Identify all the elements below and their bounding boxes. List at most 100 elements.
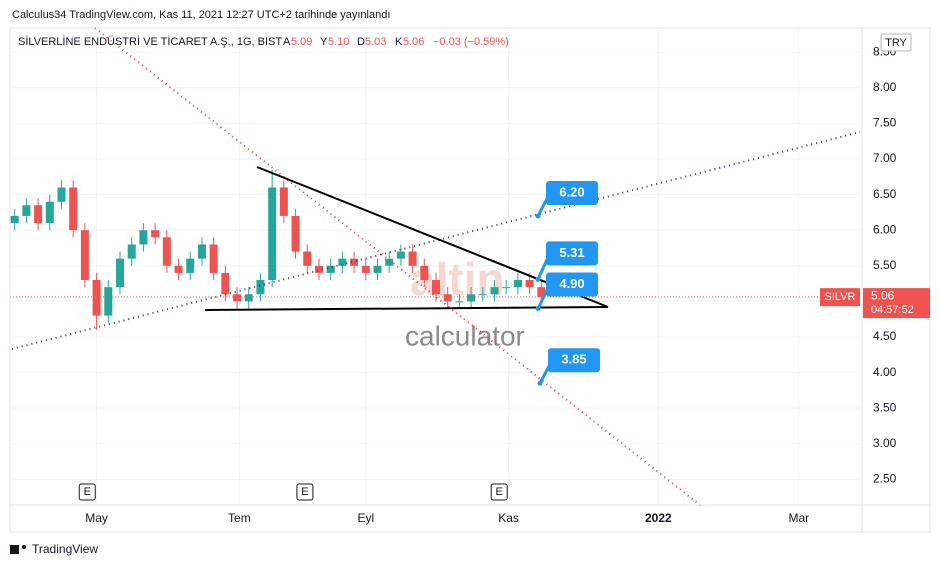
candle-body	[420, 265, 429, 281]
candle-body	[385, 258, 394, 266]
callout-box	[548, 348, 600, 373]
y-tick-label: 6.00	[873, 222, 897, 236]
logo-mark	[10, 545, 19, 554]
candle-body	[22, 205, 31, 216]
y-tick-label: 5.50	[873, 258, 897, 272]
candle-body	[373, 265, 382, 273]
watermark-text: calculator	[405, 320, 525, 351]
callout-label: 6.20	[559, 184, 584, 199]
ohlc-key: K	[395, 36, 403, 48]
candle-body	[279, 187, 288, 216]
x-tick-label: Eyl	[357, 511, 374, 525]
candle-body	[197, 244, 206, 259]
y-tick-label: 7.50	[873, 116, 897, 130]
candle-body	[127, 244, 136, 259]
x-tick-label: 2022	[645, 511, 672, 525]
ohlc-value: 5.03	[365, 36, 386, 48]
candle-body	[256, 280, 265, 295]
footer-logo: TradingView	[10, 542, 98, 556]
ohlc-value: 5.10	[328, 36, 349, 48]
candle-body	[116, 258, 125, 288]
callout-label: 3.85	[561, 352, 586, 367]
event-marker	[490, 483, 508, 501]
ohlc-value: 5.06	[403, 36, 424, 48]
event-label: E	[301, 486, 308, 498]
ohlc-key: Y	[320, 36, 328, 48]
currency: TRY	[885, 37, 907, 49]
y-tick-label: 4.50	[873, 329, 897, 343]
callout-anchor	[535, 213, 541, 219]
callout-box	[546, 180, 598, 205]
event-marker	[78, 483, 96, 501]
triangle-base	[204, 306, 609, 311]
candle-body	[34, 205, 43, 224]
x-tick-label: May	[85, 511, 108, 525]
candle-body	[408, 251, 417, 266]
candle-body	[326, 265, 335, 273]
callout-anchor	[537, 380, 543, 386]
event-marker	[296, 483, 314, 501]
callout-anchor	[535, 276, 541, 282]
published: Calculus34 TradingView.com, Kas 11, 2021…	[12, 9, 390, 21]
candle-body	[80, 230, 89, 281]
event-label: E	[496, 486, 503, 498]
candle-body	[221, 272, 230, 295]
ohlc-key: D	[357, 36, 365, 48]
candle-body	[467, 294, 476, 302]
callout-box	[546, 272, 598, 297]
ohlc-change: −0.03 (−0.59%)	[433, 36, 509, 48]
candle-body	[432, 280, 440, 295]
x-tick-label: Mar	[788, 511, 809, 525]
candle-body	[490, 287, 499, 295]
candle-body	[186, 258, 195, 273]
candle-body	[361, 265, 370, 273]
candle-body	[57, 187, 66, 202]
candle-body	[525, 280, 534, 288]
candle-body	[303, 251, 312, 266]
candle-body	[151, 230, 160, 238]
candle-body	[174, 265, 183, 273]
y-tick-label: 7.00	[873, 151, 897, 165]
candle-body	[209, 244, 218, 273]
candle-body	[268, 187, 277, 281]
price-tag: 5.06	[871, 288, 895, 302]
candle-body	[92, 280, 101, 316]
candle-body	[455, 301, 464, 303]
candle-body	[478, 294, 487, 296]
callout-anchor	[535, 306, 541, 312]
x-tick-label: Kas	[498, 511, 519, 525]
trend-line-blue	[11, 131, 861, 350]
candle-body	[443, 294, 452, 302]
logo-dot	[22, 545, 26, 549]
y-tick-label: 8.00	[873, 80, 897, 94]
candle-body	[104, 287, 113, 316]
candle-body	[396, 251, 405, 259]
price-tag-box	[863, 288, 930, 319]
y-tick-label: 6.50	[873, 187, 897, 201]
y-tick-label: 2.50	[873, 472, 897, 486]
candle-body	[513, 280, 522, 288]
symbol-tag: SILVR	[825, 291, 856, 303]
y-tick-label: 4.00	[873, 365, 897, 379]
candle-body	[162, 237, 171, 266]
footer-text: TradingView	[32, 542, 98, 556]
countdown: 04:57:52	[871, 304, 914, 316]
x-tick-label: Tem	[228, 511, 251, 525]
callout-box	[546, 241, 598, 266]
ohlc-value: 5.09	[291, 36, 312, 48]
y-tick-label: 3.00	[873, 436, 897, 450]
callout-label: 5.31	[559, 245, 584, 260]
candle-body	[69, 187, 78, 231]
event-label: E	[84, 486, 91, 498]
candle-body	[10, 215, 19, 224]
candle-body	[537, 287, 546, 298]
candle-body	[350, 258, 359, 266]
symbol: SİLVERLİNE ENDÜSTRİ VE TİCARET A.Ş., 1G,…	[18, 35, 282, 48]
candle-body	[314, 265, 323, 273]
y-tick-label: 3.50	[873, 400, 897, 414]
candle-body	[45, 201, 54, 224]
ohlc-key: A	[283, 36, 291, 48]
currency-box	[880, 33, 912, 52]
